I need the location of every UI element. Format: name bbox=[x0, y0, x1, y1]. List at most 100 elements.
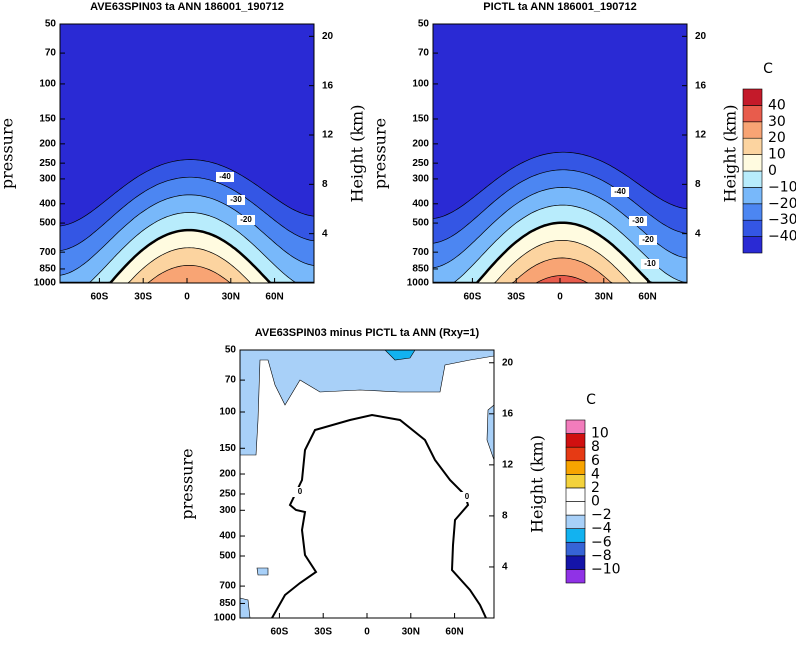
x-tick-label: 60S bbox=[271, 627, 289, 638]
colorbar-box bbox=[742, 203, 763, 221]
difference-region bbox=[384, 350, 416, 361]
y-tick-label: 150 bbox=[219, 443, 236, 454]
y-tick-label: 70 bbox=[45, 48, 57, 59]
contour-line bbox=[433, 275, 687, 283]
y-tick-label: 700 bbox=[39, 247, 56, 258]
colorbar-box bbox=[565, 569, 586, 584]
contour-label: 0 bbox=[465, 492, 470, 501]
colorbar-box bbox=[742, 170, 763, 188]
plot-area bbox=[60, 24, 314, 283]
colorbar-label: 4 bbox=[591, 466, 600, 482]
colorbar-box bbox=[742, 88, 763, 106]
y-tick-label: 300 bbox=[412, 174, 429, 185]
y2-tick-label: 20 bbox=[502, 357, 514, 368]
contour-line bbox=[433, 151, 687, 219]
y-tick-label: 70 bbox=[418, 48, 430, 59]
y-tick-label: 100 bbox=[39, 79, 56, 90]
contour-label: -10 bbox=[644, 259, 656, 268]
contour-line bbox=[60, 212, 314, 283]
colorbar-label: 2 bbox=[591, 480, 600, 496]
colorbar-label: −2 bbox=[591, 507, 612, 523]
y2-tick-label: 4 bbox=[695, 228, 701, 239]
panel: 0 0 AVE63SPIN03 minus PICTL ta ANN (Rxy=1)… bbox=[178, 327, 621, 638]
difference-region bbox=[486, 404, 494, 461]
y2-tick-label: 12 bbox=[322, 130, 334, 141]
colorbar-box bbox=[742, 137, 763, 155]
contour-label-box bbox=[639, 235, 657, 245]
colorbar-label: 40 bbox=[768, 97, 786, 113]
y-tick-label: 500 bbox=[219, 551, 236, 562]
y-tick-label: 150 bbox=[412, 114, 429, 125]
colorbar-box bbox=[565, 528, 586, 543]
y-tick-label: 50 bbox=[225, 345, 237, 356]
difference-region bbox=[240, 350, 494, 456]
chart-title: AVE63SPIN03 ta ANN 186001_190712 bbox=[90, 1, 284, 13]
y-tick-label: 1000 bbox=[34, 278, 57, 289]
y-tick-label: 50 bbox=[45, 19, 57, 30]
colorbar-box bbox=[742, 219, 763, 237]
chart-title: AVE63SPIN03 minus PICTL ta ANN (Rxy=1) bbox=[255, 327, 480, 339]
panel: -40 -30 -20 -10 PICTL ta ANN 186001_190712 50… bbox=[371, 1, 796, 303]
colorbar-box bbox=[742, 187, 763, 205]
contour-line bbox=[433, 257, 687, 283]
colorbar-label: −8 bbox=[591, 548, 612, 564]
y2-tick-label: 20 bbox=[695, 31, 707, 42]
colorbar-box bbox=[565, 541, 586, 557]
y2-tick-label: 8 bbox=[502, 511, 508, 522]
y2-tick-label: 4 bbox=[502, 562, 508, 573]
contour-label-box bbox=[629, 216, 647, 226]
colorbar-box bbox=[742, 154, 763, 172]
y2-tick-label: 8 bbox=[322, 179, 328, 190]
contour-line bbox=[433, 204, 687, 283]
x-tick-label: 0 bbox=[184, 292, 190, 303]
colorbar-label: 30 bbox=[768, 114, 786, 130]
colorbar-box bbox=[565, 446, 586, 462]
colorbar-label: −10 bbox=[591, 561, 621, 577]
colorbar-box bbox=[565, 419, 586, 434]
colorbar-box bbox=[565, 555, 586, 570]
contour-line bbox=[433, 239, 687, 283]
x-tick-label: 30S bbox=[134, 292, 152, 303]
colorbar-label: −4 bbox=[591, 521, 612, 537]
contour-line bbox=[60, 247, 314, 283]
y2-tick-label: 16 bbox=[502, 408, 514, 419]
y-tick-label: 50 bbox=[418, 19, 430, 30]
y-tick-label: 1000 bbox=[214, 613, 237, 624]
y-tick-label: 150 bbox=[39, 114, 56, 125]
y2-tick-label: 8 bbox=[695, 179, 701, 190]
contour-label-box bbox=[216, 172, 234, 182]
contour-line bbox=[433, 187, 687, 269]
y-tick-label: 400 bbox=[39, 198, 56, 209]
colorbar-unit: C bbox=[763, 61, 773, 77]
contour-label-box bbox=[227, 195, 245, 205]
y-tick-label: 400 bbox=[219, 531, 236, 542]
colorbar-label: 10 bbox=[591, 426, 609, 442]
x-tick-label: 60S bbox=[91, 292, 109, 303]
y-tick-label: 250 bbox=[39, 158, 56, 169]
contour-label: -20 bbox=[642, 235, 654, 244]
x-tick-label: 60N bbox=[265, 292, 283, 303]
y-axis-label: pressure bbox=[371, 118, 390, 189]
x-tick-label: 60N bbox=[638, 292, 656, 303]
y-tick-label: 500 bbox=[39, 218, 56, 229]
colorbar-label: 20 bbox=[768, 130, 786, 146]
y-tick-label: 700 bbox=[412, 247, 429, 258]
colorbar-box bbox=[742, 105, 763, 123]
colorbar-box bbox=[565, 501, 586, 516]
x-tick-label: 30N bbox=[222, 292, 240, 303]
colorbar-box bbox=[742, 236, 763, 254]
contour-label: -20 bbox=[240, 215, 252, 224]
colorbar-box bbox=[565, 487, 586, 502]
contour-line bbox=[60, 176, 314, 252]
colorbar-label: −20 bbox=[768, 196, 796, 212]
panel: -40 -30 -20 AVE63SPIN03 ta ANN 186001_19071… bbox=[0, 1, 367, 303]
y-tick-label: 300 bbox=[219, 505, 236, 516]
colorbar-box bbox=[565, 433, 586, 448]
contour-label: -30 bbox=[230, 195, 242, 204]
y2-tick-label: 12 bbox=[502, 459, 514, 470]
colorbar-label: 8 bbox=[591, 439, 600, 455]
contour-label: 0 bbox=[298, 487, 303, 496]
colorbar-label: 10 bbox=[768, 147, 786, 163]
y-tick-label: 700 bbox=[219, 581, 236, 592]
